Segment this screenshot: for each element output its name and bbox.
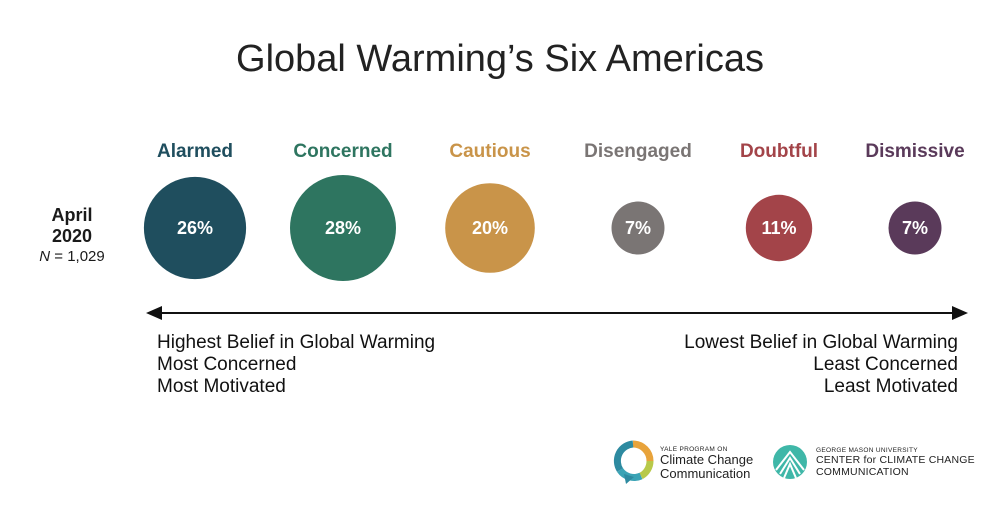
left-label-belief: Highest Belief in Global Warming — [157, 332, 436, 353]
category-label-doubtful: Doubtful — [740, 141, 818, 162]
bubble-chart: Alarmed 26% Concerned 28% Cautious 20% Disenga… — [143, 141, 968, 320]
gmu-logo: GEORGE MASON UNIVERSITY CENTER for CLIMA… — [770, 440, 975, 484]
gmu-line1: CENTER for CLIMATE CHANGE — [816, 453, 975, 466]
bubble-cautious — [445, 183, 535, 273]
gmu-fan-icon — [773, 445, 807, 479]
left-label-motivation: Most Motivated — [157, 376, 286, 397]
arrow-head-right — [952, 306, 968, 320]
category-label-cautious: Cautious — [449, 141, 530, 162]
yale-line2: Communication — [660, 465, 751, 481]
value-label-alarmed: 26% — [177, 218, 213, 238]
chart-title: Global Warming’s Six Americas — [236, 38, 764, 80]
right-label-belief: Lowest Belief in Global Warming — [684, 332, 958, 353]
category-label-concerned: Concerned — [293, 141, 392, 162]
left-label-concern: Most Concerned — [157, 354, 297, 375]
right-label-motivation: Least Motivated — [823, 376, 958, 397]
sample-size-n: N — [39, 248, 51, 265]
category-label-dismissive: Dismissive — [865, 141, 964, 162]
sample-size: N = 1,029 — [22, 247, 122, 267]
category-label-alarmed: Alarmed — [157, 141, 233, 162]
sample-size-value: = 1,029 — [50, 248, 105, 265]
gmu-small-text: GEORGE MASON UNIVERSITY — [816, 446, 918, 454]
value-label-concerned: 28% — [325, 218, 361, 238]
bubble-alarmed — [143, 176, 247, 280]
bubble-dismissive — [888, 201, 942, 255]
value-label-disengaged: 7% — [625, 218, 651, 238]
bubble-doubtful — [745, 194, 813, 262]
date-label: April 2020 N = 1,029 — [22, 205, 122, 267]
yale-ring-icon — [613, 440, 654, 484]
gmu-line2: COMMUNICATION — [816, 465, 909, 478]
yale-line1: Climate Change — [660, 451, 754, 467]
bubble-concerned — [290, 175, 396, 281]
yale-logo: YALE PROGRAM ON Climate Change Communica… — [612, 440, 753, 486]
date-month: April — [51, 205, 93, 225]
yale-small-text: YALE PROGRAM ON — [660, 445, 728, 453]
right-label-concern: Least Concerned — [813, 354, 958, 375]
date-year: 2020 — [51, 226, 93, 246]
left-scale-labels: Highest Belief in Global Warming Most Co… — [157, 332, 435, 398]
logos: YALE PROGRAM ON Climate Change Communica… — [612, 440, 982, 492]
value-label-dismissive: 7% — [902, 218, 928, 238]
right-scale-labels: Lowest Belief in Global Warming Least Co… — [684, 332, 958, 398]
arrow-head-left — [146, 306, 162, 320]
category-label-disengaged: Disengaged — [584, 141, 692, 162]
value-label-cautious: 20% — [472, 218, 508, 238]
bubble-disengaged — [611, 201, 665, 255]
value-label-doubtful: 11% — [761, 218, 796, 238]
